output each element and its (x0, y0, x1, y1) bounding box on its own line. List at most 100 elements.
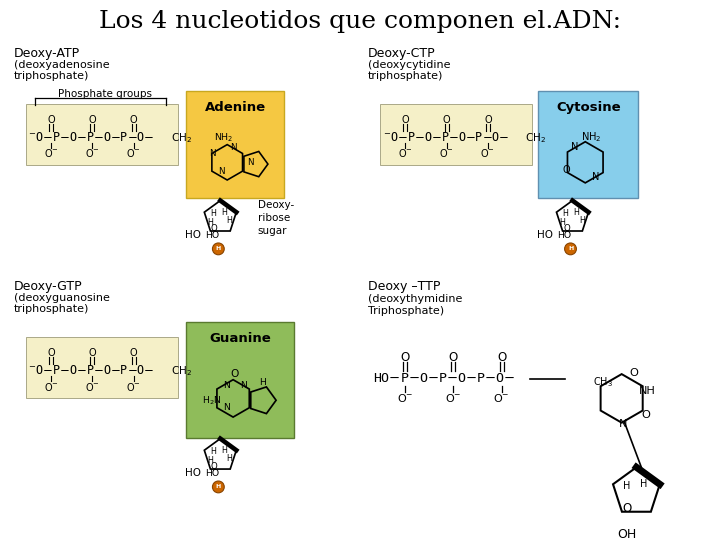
Text: N: N (230, 143, 237, 152)
Text: N: N (247, 158, 253, 167)
Text: H: H (574, 208, 580, 217)
Text: CH$_2$: CH$_2$ (171, 364, 192, 378)
Circle shape (212, 243, 224, 255)
Text: H: H (562, 208, 568, 218)
Text: Los 4 nucleotidos que componen el.ADN:: Los 4 nucleotidos que componen el.ADN: (99, 10, 621, 33)
Text: NH$_2$: NH$_2$ (581, 130, 601, 144)
Text: H: H (210, 208, 216, 218)
Text: CH$_2$: CH$_2$ (171, 131, 192, 145)
Text: HO: HO (185, 230, 201, 240)
Text: H: H (210, 447, 216, 456)
Text: H: H (227, 454, 233, 463)
Text: H: H (579, 216, 585, 225)
Text: O: O (211, 462, 217, 470)
Circle shape (212, 481, 224, 493)
Text: H$_2$N: H$_2$N (202, 395, 221, 408)
Polygon shape (557, 200, 588, 231)
Text: Phosphate groups: Phosphate groups (58, 89, 152, 98)
Text: O$^{-}$: O$^{-}$ (493, 393, 510, 404)
Text: O: O (130, 348, 138, 358)
Text: Deoxy-
ribose
sugar: Deoxy- ribose sugar (258, 200, 294, 236)
Text: N: N (223, 381, 230, 390)
Text: H: H (559, 218, 565, 227)
Text: O: O (563, 224, 570, 233)
Text: O: O (231, 369, 239, 379)
Text: Triphosphate): Triphosphate) (368, 306, 444, 316)
Text: N: N (592, 172, 599, 181)
Text: HO$-$P$-$O$-$P$-$O$-$P$-$O$-$: HO$-$P$-$O$-$P$-$O$-$P$-$O$-$ (373, 372, 515, 385)
Text: O: O (622, 502, 631, 515)
Text: O$^{-}$: O$^{-}$ (397, 393, 413, 404)
Text: triphosphate): triphosphate) (368, 71, 444, 81)
Text: NH: NH (639, 386, 656, 396)
Text: N: N (618, 419, 627, 429)
FancyBboxPatch shape (538, 91, 639, 198)
Text: O: O (89, 348, 96, 358)
Text: O$^{-}$: O$^{-}$ (127, 147, 141, 159)
Text: (deoxycytidine: (deoxycytidine (368, 60, 451, 70)
Polygon shape (613, 467, 660, 512)
Text: O: O (89, 115, 96, 125)
Text: HO: HO (185, 468, 201, 478)
Text: O: O (629, 368, 638, 378)
Text: HO: HO (537, 230, 553, 240)
FancyBboxPatch shape (186, 322, 294, 438)
Text: Deoxy-GTP: Deoxy-GTP (14, 280, 82, 293)
Text: $^{-}$O$-$P$-$O$-$P$-$O$-$P$-$O$-$: $^{-}$O$-$P$-$O$-$P$-$O$-$P$-$O$-$ (382, 131, 509, 144)
Text: O$^{-}$: O$^{-}$ (480, 147, 495, 159)
Text: O: O (563, 165, 570, 174)
Text: N: N (217, 167, 224, 176)
Text: Guanine: Guanine (209, 332, 271, 345)
FancyBboxPatch shape (25, 338, 178, 399)
Text: H: H (227, 216, 233, 225)
Text: O$^{-}$: O$^{-}$ (439, 147, 454, 159)
Text: Adenine: Adenine (204, 102, 266, 114)
Text: H: H (640, 480, 647, 489)
FancyBboxPatch shape (25, 104, 178, 165)
Text: N: N (209, 149, 215, 158)
Text: N: N (240, 381, 247, 390)
Text: H: H (207, 456, 213, 465)
Text: O$^{-}$: O$^{-}$ (44, 147, 58, 159)
Text: O$^{-}$: O$^{-}$ (398, 147, 413, 159)
Text: O: O (48, 348, 55, 358)
Text: (deoxyguanosine: (deoxyguanosine (14, 293, 109, 303)
Polygon shape (204, 438, 236, 469)
Text: H: H (568, 246, 573, 252)
Text: O: O (130, 115, 138, 125)
Text: N: N (223, 403, 230, 412)
Text: OH: OH (617, 528, 636, 540)
Text: triphosphate): triphosphate) (14, 71, 89, 81)
Text: O: O (497, 350, 506, 363)
Text: $^{-}$O$-$P$-$O$-$P$-$O$-$P$-$O$-$: $^{-}$O$-$P$-$O$-$P$-$O$-$P$-$O$-$ (29, 131, 155, 144)
Text: H: H (216, 484, 221, 489)
Text: Deoxy-ATP: Deoxy-ATP (14, 47, 80, 60)
Text: NH$_2$: NH$_2$ (214, 131, 233, 144)
Text: O$^{-}$: O$^{-}$ (127, 381, 141, 393)
Text: O: O (443, 115, 451, 125)
Text: O: O (402, 115, 409, 125)
Text: O: O (400, 350, 410, 363)
Text: Deoxy –TTP: Deoxy –TTP (368, 280, 440, 293)
Text: (deoxyadenosine: (deoxyadenosine (14, 60, 109, 70)
Text: (deoxythymidine: (deoxythymidine (368, 294, 462, 304)
Text: O: O (642, 410, 650, 421)
Text: CH$_3$: CH$_3$ (593, 376, 613, 389)
Text: O$^{-}$: O$^{-}$ (85, 381, 100, 393)
Text: H: H (207, 218, 213, 227)
Text: triphosphate): triphosphate) (14, 304, 89, 314)
Text: O: O (484, 115, 492, 125)
Text: CH$_2$: CH$_2$ (526, 131, 546, 145)
Text: O$^{-}$: O$^{-}$ (445, 393, 462, 404)
Polygon shape (204, 200, 236, 231)
Circle shape (564, 243, 577, 255)
Text: H: H (258, 378, 266, 387)
Text: H: H (222, 446, 228, 455)
Text: O$^{-}$: O$^{-}$ (85, 147, 100, 159)
Text: HO: HO (205, 469, 219, 478)
FancyBboxPatch shape (186, 91, 284, 198)
Text: HO: HO (557, 232, 571, 240)
Text: O: O (48, 115, 55, 125)
Text: H: H (216, 246, 221, 252)
FancyBboxPatch shape (379, 104, 532, 165)
